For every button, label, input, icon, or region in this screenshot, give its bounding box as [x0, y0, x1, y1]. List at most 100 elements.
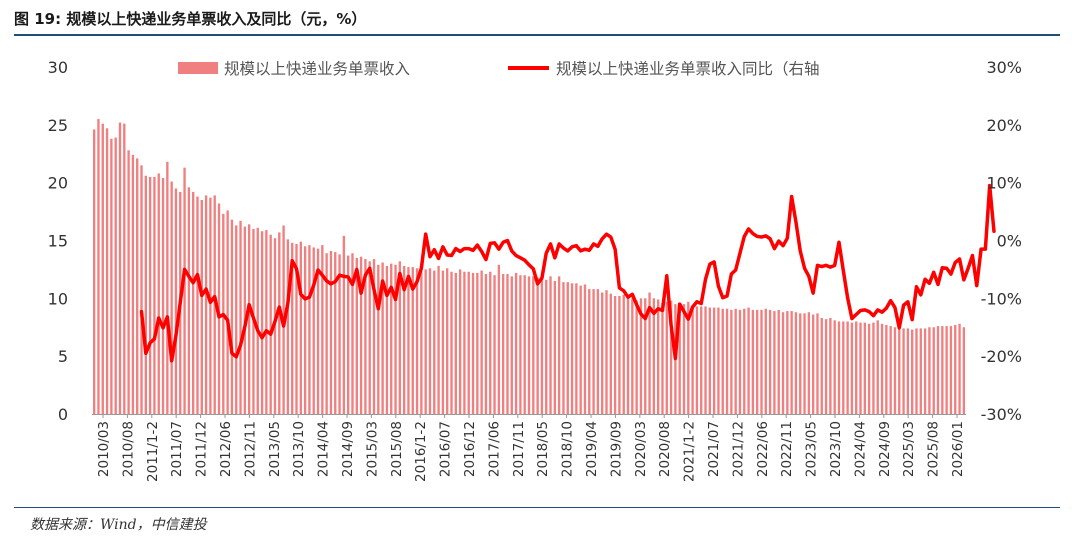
line-point [567, 250, 569, 252]
line-point [463, 248, 466, 250]
bar [458, 269, 462, 414]
bar [549, 276, 552, 414]
bar [174, 188, 178, 414]
line-point [610, 236, 612, 238]
bar [768, 309, 772, 414]
line-point [704, 278, 707, 280]
bar [570, 283, 574, 414]
line-point [799, 250, 801, 252]
line-point [894, 306, 896, 309]
line-point [183, 268, 186, 271]
line-point [356, 268, 358, 271]
right-tick-label: -20% [981, 347, 1022, 366]
bar [269, 234, 272, 414]
line-point [360, 292, 362, 294]
x-tick-label: 2021/12 [730, 421, 746, 477]
line-point [898, 327, 900, 329]
bar [467, 271, 470, 414]
x-tick-label: 2025/03 [901, 421, 917, 477]
left-tick-label: 0 [58, 405, 68, 424]
line-point [605, 233, 608, 235]
bar [656, 299, 660, 414]
line-point [377, 308, 379, 310]
bar [428, 268, 432, 414]
bar [308, 245, 311, 414]
line-point [446, 254, 448, 256]
bar [398, 261, 402, 414]
bar [364, 259, 367, 414]
left-tick-label: 15 [48, 232, 68, 251]
bar [635, 300, 638, 414]
bar [751, 309, 755, 414]
line-point [437, 257, 440, 260]
line-point [222, 313, 224, 316]
line-point [786, 237, 788, 239]
line-point [304, 298, 306, 300]
line-point [338, 274, 341, 276]
bar [704, 306, 707, 414]
line-point [877, 309, 879, 311]
x-tick-label: 2024/04 [852, 421, 868, 477]
bar [514, 272, 518, 414]
line-point [420, 267, 422, 269]
line-point [773, 248, 776, 250]
bar [407, 267, 410, 414]
bar [665, 301, 668, 414]
line-point [196, 274, 199, 276]
line-point [412, 288, 414, 290]
bar [506, 274, 509, 414]
bar [316, 248, 320, 414]
legend-bar-label: 规模以上快递业务单票收入 [224, 60, 410, 78]
bar [721, 308, 724, 414]
x-tick-label: 2025/08 [926, 421, 942, 477]
bar [648, 292, 651, 414]
bar [299, 241, 302, 414]
bar [816, 313, 819, 414]
line-point [300, 293, 302, 295]
right-axis: -30% -20% -10% 0% 10% 20% 30% [981, 58, 1022, 424]
bar [493, 275, 496, 414]
line-point [838, 241, 840, 243]
bar [911, 329, 914, 414]
line-point [321, 274, 323, 276]
line-point [442, 246, 444, 248]
x-tick-label: 2013/10 [291, 421, 307, 477]
bar [566, 282, 569, 414]
bar [471, 272, 475, 414]
x-tick-label: 2023/10 [828, 421, 844, 477]
bar [441, 270, 445, 414]
bar [136, 158, 139, 414]
line-point [648, 306, 651, 309]
line-point [890, 300, 892, 302]
bar [730, 309, 733, 414]
bar [140, 165, 143, 414]
line-point [278, 306, 280, 308]
bar [889, 326, 892, 414]
x-tick-label: 2015/03 [364, 421, 380, 477]
line-point [627, 296, 629, 298]
line-point [425, 233, 427, 235]
line-point [803, 267, 806, 269]
line-point [735, 269, 737, 271]
line-point [537, 283, 539, 285]
line-point [825, 264, 827, 266]
bar [161, 178, 165, 414]
bar [842, 321, 845, 414]
bar [92, 129, 96, 414]
line-point [390, 286, 392, 288]
bar [756, 309, 759, 414]
bar [342, 235, 346, 414]
line-point [334, 280, 336, 283]
line-point [351, 283, 354, 286]
line-point [821, 265, 823, 268]
left-tick-label: 10 [48, 289, 68, 308]
line-point [244, 326, 246, 328]
bar [631, 298, 634, 414]
line-point [950, 273, 952, 275]
bar [949, 326, 953, 414]
line-point [175, 334, 177, 336]
x-axis: 2010/03 2010/08 2011/1-2 2011/07 2011/12 2012… [96, 414, 966, 482]
bar [717, 307, 720, 414]
bar [346, 255, 350, 414]
bar [191, 191, 195, 414]
